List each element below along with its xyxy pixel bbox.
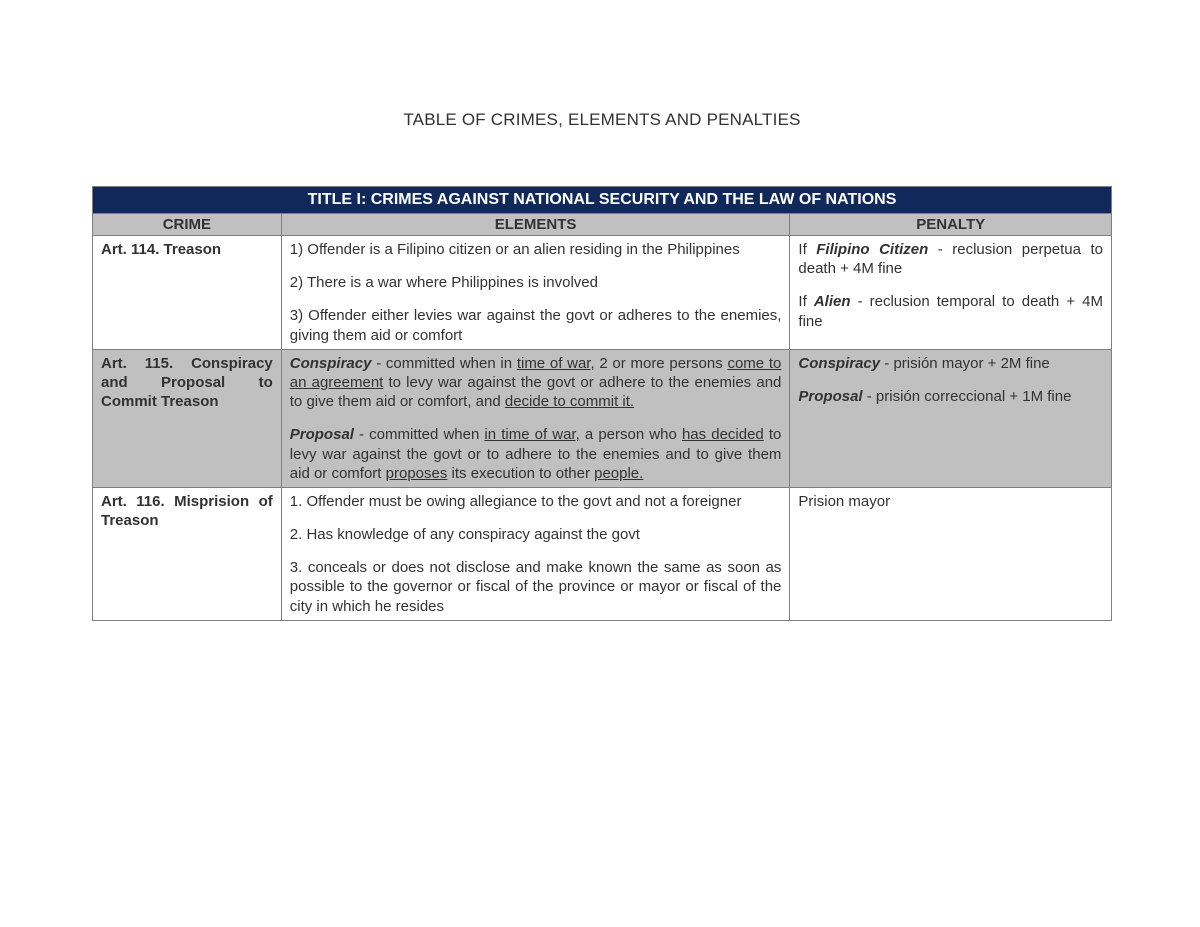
penalty-cell: Conspiracy - prisión mayor + 2M fine Pro… [790,349,1112,487]
elements-cell: 1) Offender is a Filipino citizen or an … [281,236,790,350]
col-header-penalty: PENALTY [790,214,1112,236]
elements-cell: 1. Offender must be owing allegiance to … [281,487,790,620]
element-item: 3) Offender either levies war against th… [290,306,782,344]
underline: decide to commit it. [505,393,634,410]
penalty-item: If Alien - reclusion temporal to death +… [798,292,1103,330]
table-title-row: TITLE I: CRIMES AGAINST NATIONAL SECURIT… [93,187,1112,214]
text: - committed when in [371,355,516,372]
crime-cell: Art. 116. Misprision of Treason [93,487,282,620]
table-row: Art. 116. Misprision of Treason 1. Offen… [93,487,1112,620]
emphasis: Proposal [798,388,862,405]
emphasis: Conspiracy [290,355,372,372]
element-item: Proposal - committed when in time of war… [290,425,782,483]
text: , 2 or more persons [590,355,727,372]
text: a person who [580,426,682,443]
element-item: Conspiracy - committed when in time of w… [290,354,782,412]
underline: people. [594,465,643,482]
table-row: Art. 115. Conspiracy and Proposal to Com… [93,349,1112,487]
penalty-item: If Filipino Citizen - reclusion perpetua… [798,240,1103,278]
penalty-item: Prision mayor [798,492,1103,511]
col-header-crime: CRIME [93,214,282,236]
emphasis: Filipino Citizen [816,241,928,258]
element-item: 3. conceals or does not disclose and mak… [290,558,782,616]
emphasis: Alien [814,293,851,310]
page: TABLE OF CRIMES, ELEMENTS AND PENALTIES … [0,0,1200,621]
document-title: TABLE OF CRIMES, ELEMENTS AND PENALTIES [92,110,1112,130]
elements-cell: Conspiracy - committed when in time of w… [281,349,790,487]
table-title: TITLE I: CRIMES AGAINST NATIONAL SECURIT… [93,187,1112,214]
penalty-cell: Prision mayor [790,487,1112,620]
emphasis: Conspiracy [798,355,880,372]
table-row: Art. 114. Treason 1) Offender is a Filip… [93,236,1112,350]
penalty-item: Proposal - prisión correccional + 1M fin… [798,387,1103,406]
crimes-table: TITLE I: CRIMES AGAINST NATIONAL SECURIT… [92,186,1112,621]
text: If [798,293,813,310]
emphasis: Proposal [290,426,354,443]
text: its execution to other [447,465,594,482]
crime-name: Art. 115. Conspiracy and Proposal to Com… [101,354,273,412]
underline: proposes [386,465,448,482]
crime-cell: Art. 114. Treason [93,236,282,350]
table-header-row: CRIME ELEMENTS PENALTY [93,214,1112,236]
element-item: 1) Offender is a Filipino citizen or an … [290,240,782,259]
element-item: 2) There is a war where Philippines is i… [290,273,782,292]
element-item: 2. Has knowledge of any conspiracy again… [290,525,782,544]
element-item: 1. Offender must be owing allegiance to … [290,492,782,511]
penalty-item: Conspiracy - prisión mayor + 2M fine [798,354,1103,373]
underline: in time of war, [484,426,579,443]
text: If [798,241,816,258]
crime-name: Art. 116. Misprision of Treason [101,492,273,530]
text: - prisión mayor + 2M fine [880,355,1050,372]
crime-cell: Art. 115. Conspiracy and Proposal to Com… [93,349,282,487]
text: - committed when [354,426,484,443]
penalty-cell: If Filipino Citizen - reclusion perpetua… [790,236,1112,350]
col-header-elements: ELEMENTS [281,214,790,236]
crime-name: Art. 114. Treason [101,240,273,259]
underline: has decided [682,426,764,443]
underline: time of war [517,355,591,372]
text: - prisión correccional + 1M fine [863,388,1072,405]
